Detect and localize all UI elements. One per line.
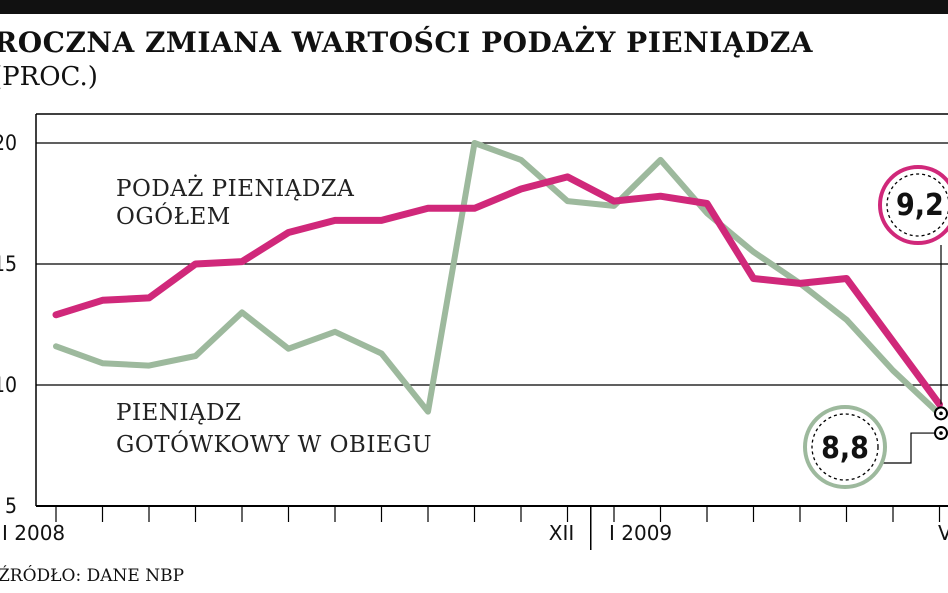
callout-line xyxy=(878,432,941,464)
end-value-label: 8,8 xyxy=(821,431,869,466)
y-tick-label: 20 xyxy=(0,131,17,155)
x-tick-label: I 2009 xyxy=(609,521,672,545)
top-bar xyxy=(0,0,948,14)
x-tick-label: VII xyxy=(938,521,948,545)
chart-subtitle: (PROC.) xyxy=(0,62,98,92)
end-point-dot xyxy=(939,411,943,416)
end-value-label: 9,2 xyxy=(896,188,944,223)
end-value-badge xyxy=(803,405,887,489)
series-line xyxy=(52,173,943,408)
series-line xyxy=(53,140,943,417)
y-tick-label: 15 xyxy=(0,252,17,276)
end-point-dot xyxy=(939,431,943,435)
series-label: OGÓŁEM xyxy=(116,203,231,230)
y-tick-label: 5 xyxy=(5,494,17,518)
series-label: GOTÓWKOWY W OBIEGU xyxy=(116,431,432,458)
series-label: PODAŻ PIENIĄDZA xyxy=(116,175,354,202)
chart-title: ROCZNA ZMIANA WARTOŚCI PODAŻY PIENIĄDZA xyxy=(0,26,813,59)
end-value-badge-inner xyxy=(811,413,879,481)
source-note: ŹRÓDŁO: DANE NBP xyxy=(0,566,185,586)
series-label: PIENIĄDZ xyxy=(116,400,242,426)
y-tick-label: 10 xyxy=(0,373,17,397)
x-tick-label: I 2008 xyxy=(2,521,65,545)
x-tick-label: XII xyxy=(549,521,575,545)
end-value-badge-inner xyxy=(886,173,948,237)
end-value-badge xyxy=(878,165,948,245)
